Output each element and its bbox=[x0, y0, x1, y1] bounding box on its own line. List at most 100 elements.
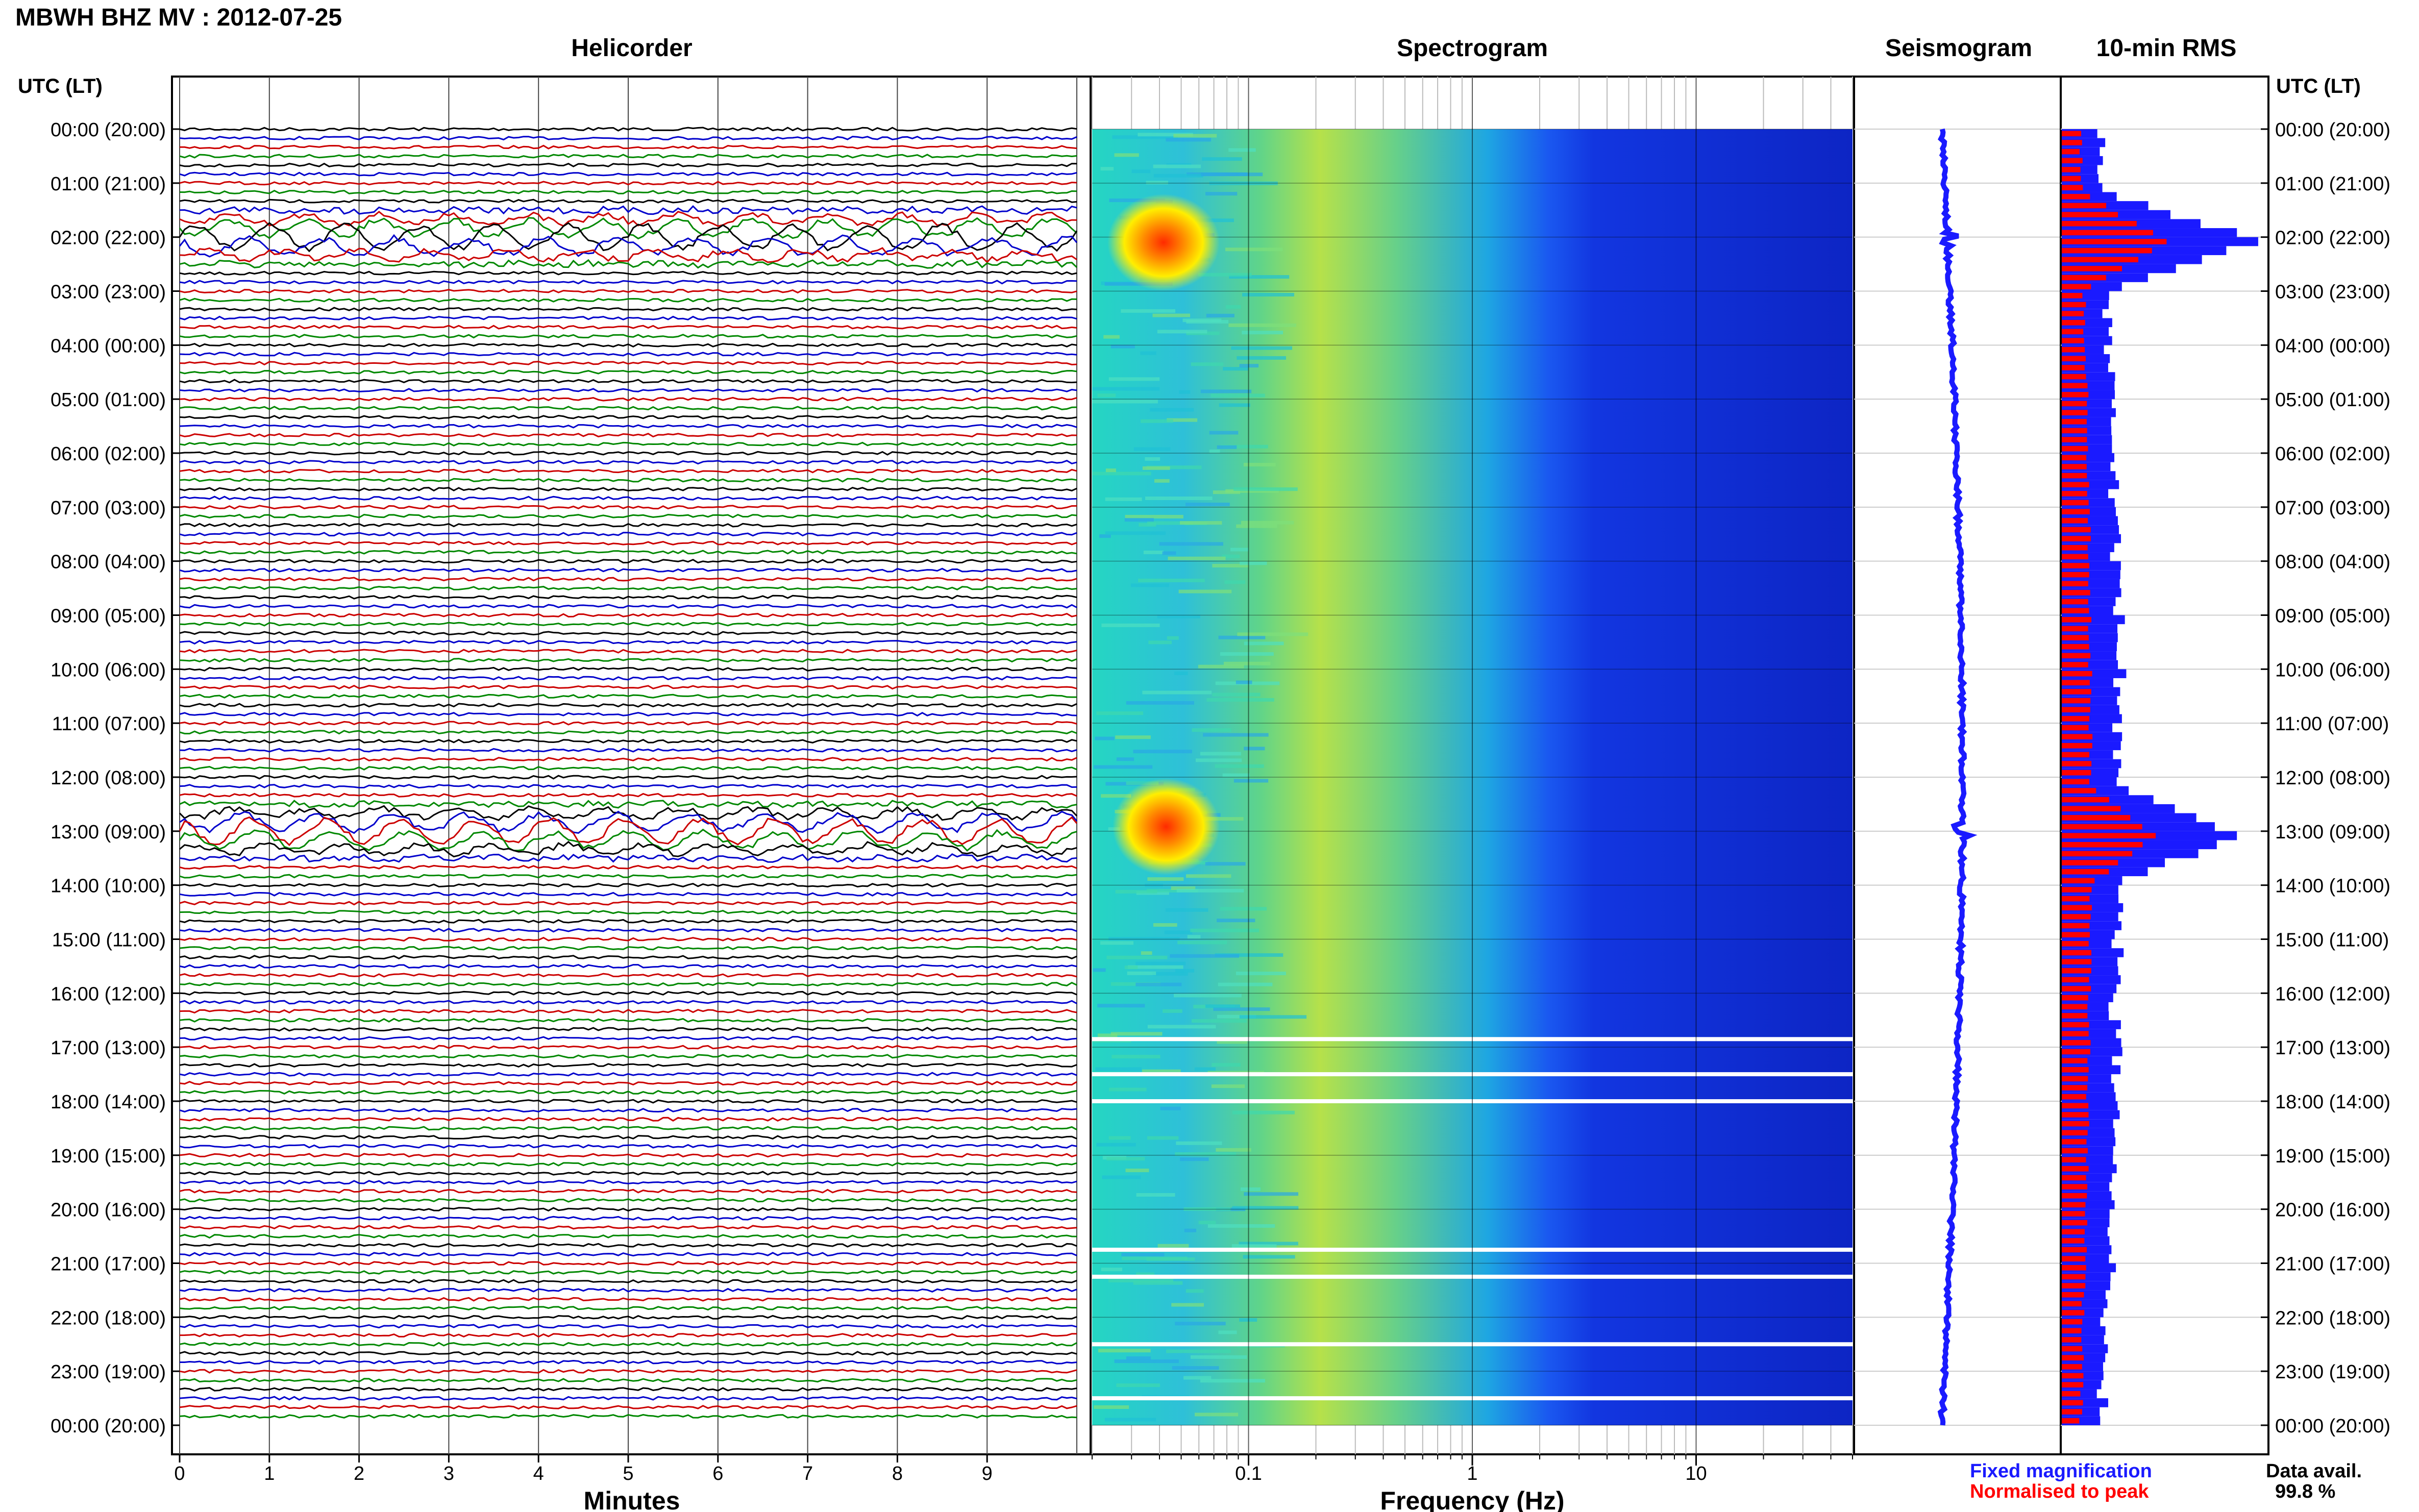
minute-tick-label: 0 bbox=[174, 1463, 185, 1484]
helicorder-line bbox=[179, 396, 1077, 402]
time-label-right: 10:00 (06:00) bbox=[2275, 659, 2390, 681]
rms-bar-normalised bbox=[2062, 851, 2133, 857]
rms-bar-normalised bbox=[2062, 869, 2109, 875]
rms-bar-normalised bbox=[2062, 806, 2121, 812]
helicorder-line bbox=[179, 1027, 1077, 1032]
helicorder-line bbox=[179, 730, 1077, 735]
helicorder-line bbox=[179, 748, 1077, 753]
rms-bar-normalised bbox=[2062, 932, 2090, 937]
rms-bar-normalised bbox=[2062, 212, 2118, 217]
rms-bar-normalised bbox=[2062, 1265, 2086, 1271]
rms-bar-normalised bbox=[2062, 1409, 2082, 1415]
rms-bar-normalised bbox=[2062, 293, 2083, 299]
helicorder-line bbox=[179, 1153, 1077, 1158]
rms-bar-normalised bbox=[2062, 563, 2089, 568]
time-label-left: 08:00 (04:00) bbox=[51, 552, 166, 573]
time-label-right: 03:00 (23:00) bbox=[2275, 282, 2390, 303]
helicorder-line bbox=[179, 936, 1077, 942]
helicorder-line bbox=[179, 946, 1077, 951]
rms-bar-normalised bbox=[2062, 356, 2086, 362]
rms-bar-normalised bbox=[2062, 905, 2092, 911]
minutes-axis: 0 1 2 3 4 5 6 7 8 9 bbox=[174, 1454, 993, 1484]
rms-bar-normalised bbox=[2062, 230, 2153, 236]
minute-tick-label: 9 bbox=[982, 1463, 993, 1484]
legend-normalised-to-peak: Normalised to peak bbox=[1970, 1481, 2149, 1502]
time-label-left: 09:00 (05:00) bbox=[51, 606, 166, 627]
helicorder-line bbox=[179, 594, 1077, 600]
rms-bar-normalised bbox=[2062, 1175, 2086, 1181]
rms-bar-normalised bbox=[2062, 247, 2152, 254]
rms-bar-normalised bbox=[2062, 1085, 2088, 1090]
rms-bar-normalised bbox=[2062, 707, 2090, 712]
rms-bar-normalised bbox=[2062, 779, 2089, 785]
helicorder-line bbox=[179, 270, 1077, 276]
rms-bar-normalised bbox=[2062, 536, 2091, 541]
helicorder-line bbox=[179, 181, 1077, 186]
rms-bar-normalised bbox=[2062, 445, 2088, 452]
minute-tick-label: 2 bbox=[354, 1463, 364, 1484]
utc-header-right: UTC (LT) bbox=[2276, 75, 2361, 97]
rms-bar-normalised bbox=[2062, 167, 2081, 172]
rms-bar-normalised bbox=[2062, 572, 2089, 578]
helicorder-line bbox=[179, 853, 1077, 863]
helicorder-panel bbox=[171, 76, 1092, 1455]
rms-bar-normalised bbox=[2062, 1157, 2086, 1162]
time-label-right: 18:00 (14:00) bbox=[2275, 1092, 2390, 1113]
helicorder-line bbox=[179, 1225, 1077, 1230]
rms-bar-normalised bbox=[2062, 725, 2089, 731]
rms-bar-normalised bbox=[2062, 410, 2088, 415]
helicorder-line bbox=[179, 1342, 1077, 1347]
helicorder-line bbox=[179, 1099, 1077, 1104]
helicorder-line bbox=[179, 1315, 1077, 1320]
helicorder-line bbox=[179, 1414, 1077, 1419]
time-label-right: 21:00 (17:00) bbox=[2275, 1254, 2390, 1275]
time-label-right: 01:00 (21:00) bbox=[2275, 173, 2390, 195]
rms-bar-normalised bbox=[2062, 1418, 2080, 1424]
rms-bar-normalised bbox=[2062, 1202, 2086, 1208]
helicorder-line bbox=[179, 379, 1077, 384]
rms-bar-normalised bbox=[2062, 1058, 2088, 1063]
utc-header-left: UTC (LT) bbox=[18, 75, 103, 97]
time-label-right: 00:00 (20:00) bbox=[2275, 119, 2390, 141]
helicorder-line bbox=[179, 840, 1077, 858]
helicorder-line bbox=[179, 928, 1077, 933]
seismogram-trace bbox=[1937, 128, 1978, 1426]
rms-bar-normalised bbox=[2062, 275, 2106, 281]
helicorder-line bbox=[179, 222, 1078, 253]
time-label-right: 04:00 (00:00) bbox=[2275, 335, 2390, 357]
freq-tick-label: 0.1 bbox=[1235, 1463, 1262, 1484]
helicorder-line bbox=[179, 1045, 1077, 1050]
helicorder-line bbox=[179, 649, 1077, 654]
helicorder-line bbox=[179, 775, 1077, 780]
helicorder-line bbox=[179, 360, 1077, 366]
rms-bar-normalised bbox=[2062, 1256, 2086, 1261]
helicorder-line bbox=[179, 505, 1077, 510]
rms-bar-normalised bbox=[2062, 311, 2084, 316]
helicorder-line bbox=[179, 666, 1077, 672]
data-avail-value: 99.8 % bbox=[2275, 1481, 2335, 1502]
time-label-left: 00:00 (20:00) bbox=[51, 119, 166, 141]
helicorder-line bbox=[179, 234, 1078, 258]
helicorder-line bbox=[179, 1198, 1077, 1203]
freq-tick-label: 1 bbox=[1467, 1463, 1477, 1484]
helicorder-line bbox=[179, 1369, 1077, 1374]
helicorder-line bbox=[179, 1126, 1077, 1131]
rms-bar-normalised bbox=[2062, 986, 2091, 992]
rms-bar-normalised bbox=[2062, 418, 2087, 425]
rms-bar-normalised bbox=[2062, 365, 2085, 370]
helicorder-line bbox=[179, 792, 1077, 798]
rms-bar-normalised bbox=[2062, 1148, 2088, 1154]
rms-bar-normalised bbox=[2062, 824, 2142, 830]
helicorder-line bbox=[179, 217, 1077, 240]
rms-bar-normalised bbox=[2062, 1220, 2088, 1226]
rms-bar-normalised bbox=[2062, 1247, 2087, 1253]
helicorder-line bbox=[179, 424, 1077, 429]
rms-bar-normalised bbox=[2062, 1139, 2087, 1145]
rms-bar-normalised bbox=[2062, 140, 2082, 145]
helicorder-line bbox=[179, 1180, 1077, 1185]
helicorder-line bbox=[179, 1234, 1077, 1239]
helicorder-line bbox=[179, 901, 1077, 906]
helicorder-line bbox=[179, 559, 1077, 564]
helicorder-line bbox=[179, 210, 1077, 227]
rms-bar-normalised bbox=[2062, 1193, 2087, 1199]
